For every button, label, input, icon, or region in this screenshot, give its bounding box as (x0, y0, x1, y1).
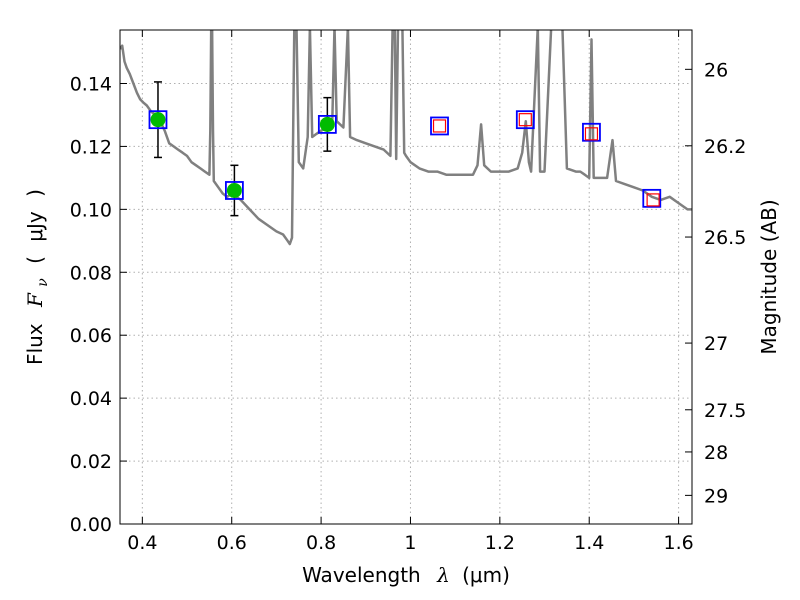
y-tick-label: 0.00 (70, 514, 112, 536)
model-flux-marker (646, 193, 660, 207)
y-tick-label: 0.02 (70, 451, 112, 473)
x-tick-label: 1.4 (574, 532, 604, 554)
y-axis-title: Flux F ν ( μJy ) (23, 189, 52, 365)
y-tick-label: 0.10 (70, 199, 112, 221)
y-axis-title-unit: μJy (23, 211, 47, 242)
y2-tick-label: 27 (704, 333, 728, 355)
grid-lines (120, 30, 692, 525)
y2-tick-label: 28 (704, 442, 728, 464)
model-flux-marker (432, 119, 447, 133)
observed-flux-point (226, 182, 242, 198)
y-tick-label: 0.04 (70, 388, 112, 410)
x-axis-title-unit: (μm) (462, 563, 510, 587)
band-square-marker (642, 188, 662, 208)
y-tick-label: 0.06 (70, 325, 112, 347)
y2-tick-label: 26.5 (704, 227, 746, 249)
y-axis-title-text: Flux (23, 323, 47, 365)
y2-tick-label: 26 (704, 59, 728, 81)
x-tick-label: 1 (404, 532, 416, 554)
model-flux-marker (518, 113, 532, 127)
plot-frame (119, 29, 693, 525)
band-square-marker (515, 110, 535, 130)
x-axis-title-text: Wavelength (302, 563, 421, 587)
y2-tick-label: 26.2 (704, 136, 746, 158)
x-tick-label: 0.4 (127, 532, 157, 554)
data-points (148, 81, 662, 217)
band-square-marker (430, 116, 449, 136)
y-axis-title-subscript: ν (35, 278, 51, 287)
x-tick-label: 0.6 (217, 532, 247, 554)
x-tick-label: 0.8 (306, 532, 336, 554)
x-axis-title-symbol: λ (436, 563, 450, 587)
band-square-marker (317, 114, 337, 134)
x-tick-label: 1.6 (663, 532, 693, 554)
y-axis-title-symbol: F (23, 292, 47, 308)
x-tick-label: 1.2 (485, 532, 515, 554)
band-square-marker (148, 110, 168, 130)
x-axis-title: Wavelength λ (μm) (302, 563, 510, 587)
axis-ticks: 0.4 0.6 0.8 1 1.2 1.4 1.6 0.00 0.02 0.04 0.06 0.08 0… (70, 30, 746, 554)
model-flux-marker (584, 127, 599, 141)
band-square-marker (582, 122, 601, 142)
y-tick-label: 0.14 (70, 73, 112, 95)
y-tick-label: 0.12 (70, 136, 112, 158)
y-axis-title-close-paren: ) (23, 189, 47, 197)
y-axis-title-open-paren: ( (23, 256, 47, 264)
y-tick-label: 0.08 (70, 262, 112, 284)
observed-flux-point (150, 112, 166, 128)
y2-axis-title: Magnitude (AB) (757, 199, 781, 354)
sed-spectrum-line (120, 30, 692, 246)
y2-tick-label: 29 (704, 485, 728, 507)
observed-flux-point (319, 116, 335, 132)
band-square-marker (224, 181, 244, 200)
y2-tick-label: 27.5 (704, 400, 746, 422)
